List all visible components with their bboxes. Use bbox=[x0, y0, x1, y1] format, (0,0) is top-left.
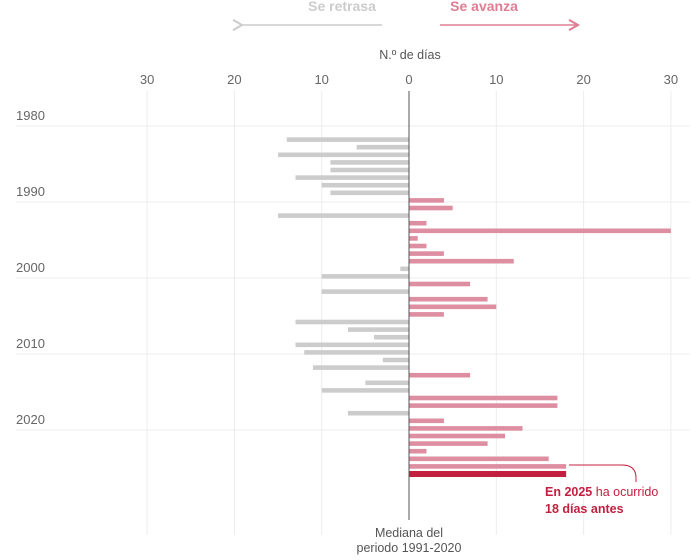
bar-2022 bbox=[409, 448, 427, 454]
bar-2016 bbox=[409, 403, 558, 408]
bar-2003 bbox=[409, 304, 497, 310]
bar-2020 bbox=[409, 433, 506, 439]
bar-1995 bbox=[409, 243, 427, 249]
grid bbox=[16, 91, 690, 535]
bar-2013 bbox=[365, 380, 409, 386]
bar-2014 bbox=[321, 388, 409, 393]
bar-1997 bbox=[409, 258, 514, 264]
bar-1982 bbox=[356, 144, 409, 150]
y-tick-label: 2010 bbox=[16, 336, 45, 351]
annotation-line2: 18 días antes bbox=[545, 502, 624, 516]
x-tick-label: 0 bbox=[405, 72, 412, 87]
bar-2005 bbox=[295, 319, 409, 325]
bars bbox=[278, 137, 671, 477]
bar-1990 bbox=[409, 205, 453, 211]
x-tick-label: 30 bbox=[664, 72, 678, 87]
bar-1999 bbox=[321, 274, 409, 279]
y-tick-label: 1980 bbox=[16, 108, 45, 123]
x-tick-label: 30 bbox=[140, 72, 154, 87]
bar-2023 bbox=[409, 456, 549, 462]
annotation-line1: En 2025 ha ocurrido bbox=[545, 485, 658, 499]
bar-2000 bbox=[409, 281, 471, 287]
bar-1981 bbox=[286, 137, 409, 142]
bar-1987 bbox=[321, 182, 409, 188]
annotation-year: En 2025 bbox=[545, 485, 592, 499]
y-tick-label: 2000 bbox=[16, 260, 45, 275]
bar-2018 bbox=[409, 418, 444, 424]
bar-1983 bbox=[278, 152, 409, 158]
bar-2004 bbox=[409, 312, 444, 317]
bar-2001 bbox=[321, 289, 409, 294]
bar-1998 bbox=[400, 266, 409, 272]
bar-1988 bbox=[330, 190, 409, 196]
bar-1992 bbox=[409, 220, 427, 226]
direction-left-label: Se retrasa bbox=[308, 0, 376, 14]
bar-2002 bbox=[409, 296, 488, 302]
bar-2021 bbox=[409, 441, 488, 446]
x-tick-label: 20 bbox=[576, 72, 590, 87]
bar-2007 bbox=[374, 334, 409, 340]
bar-2015 bbox=[409, 395, 558, 401]
bar-2010 bbox=[382, 357, 409, 363]
bar-1985 bbox=[330, 167, 409, 173]
bar-1994 bbox=[409, 236, 418, 241]
direction-right-label: Se avanza bbox=[450, 0, 518, 14]
bar-2006 bbox=[347, 327, 409, 332]
axis-title: N.º de días bbox=[379, 48, 441, 62]
median-label-line1: Mediana del bbox=[375, 526, 443, 540]
x-tick-label: 10 bbox=[489, 72, 503, 87]
bar-1996 bbox=[409, 251, 444, 256]
bar-1993 bbox=[409, 228, 671, 234]
bar-2012 bbox=[409, 372, 471, 378]
x-tick-label: 20 bbox=[227, 72, 241, 87]
y-tick-label: 2020 bbox=[16, 412, 45, 427]
bar-2024 bbox=[409, 464, 567, 469]
annotation-leader bbox=[569, 464, 637, 482]
y-tick-label: 1990 bbox=[16, 184, 45, 199]
bar-1991 bbox=[278, 213, 409, 218]
bar-2019 bbox=[409, 426, 523, 431]
bar-2017 bbox=[347, 410, 409, 416]
bar-2009 bbox=[304, 350, 409, 355]
x-tick-label: 10 bbox=[314, 72, 328, 87]
median-label-line2: periodo 1991-2020 bbox=[357, 541, 462, 555]
bar-1989 bbox=[409, 198, 444, 203]
annotation-text: ha ocurrido bbox=[592, 485, 658, 499]
bar-1984 bbox=[330, 160, 409, 165]
bar-1986 bbox=[295, 175, 409, 180]
bar-2025 bbox=[409, 471, 567, 477]
bar-2011 bbox=[312, 365, 409, 370]
bar-2008 bbox=[295, 342, 409, 348]
